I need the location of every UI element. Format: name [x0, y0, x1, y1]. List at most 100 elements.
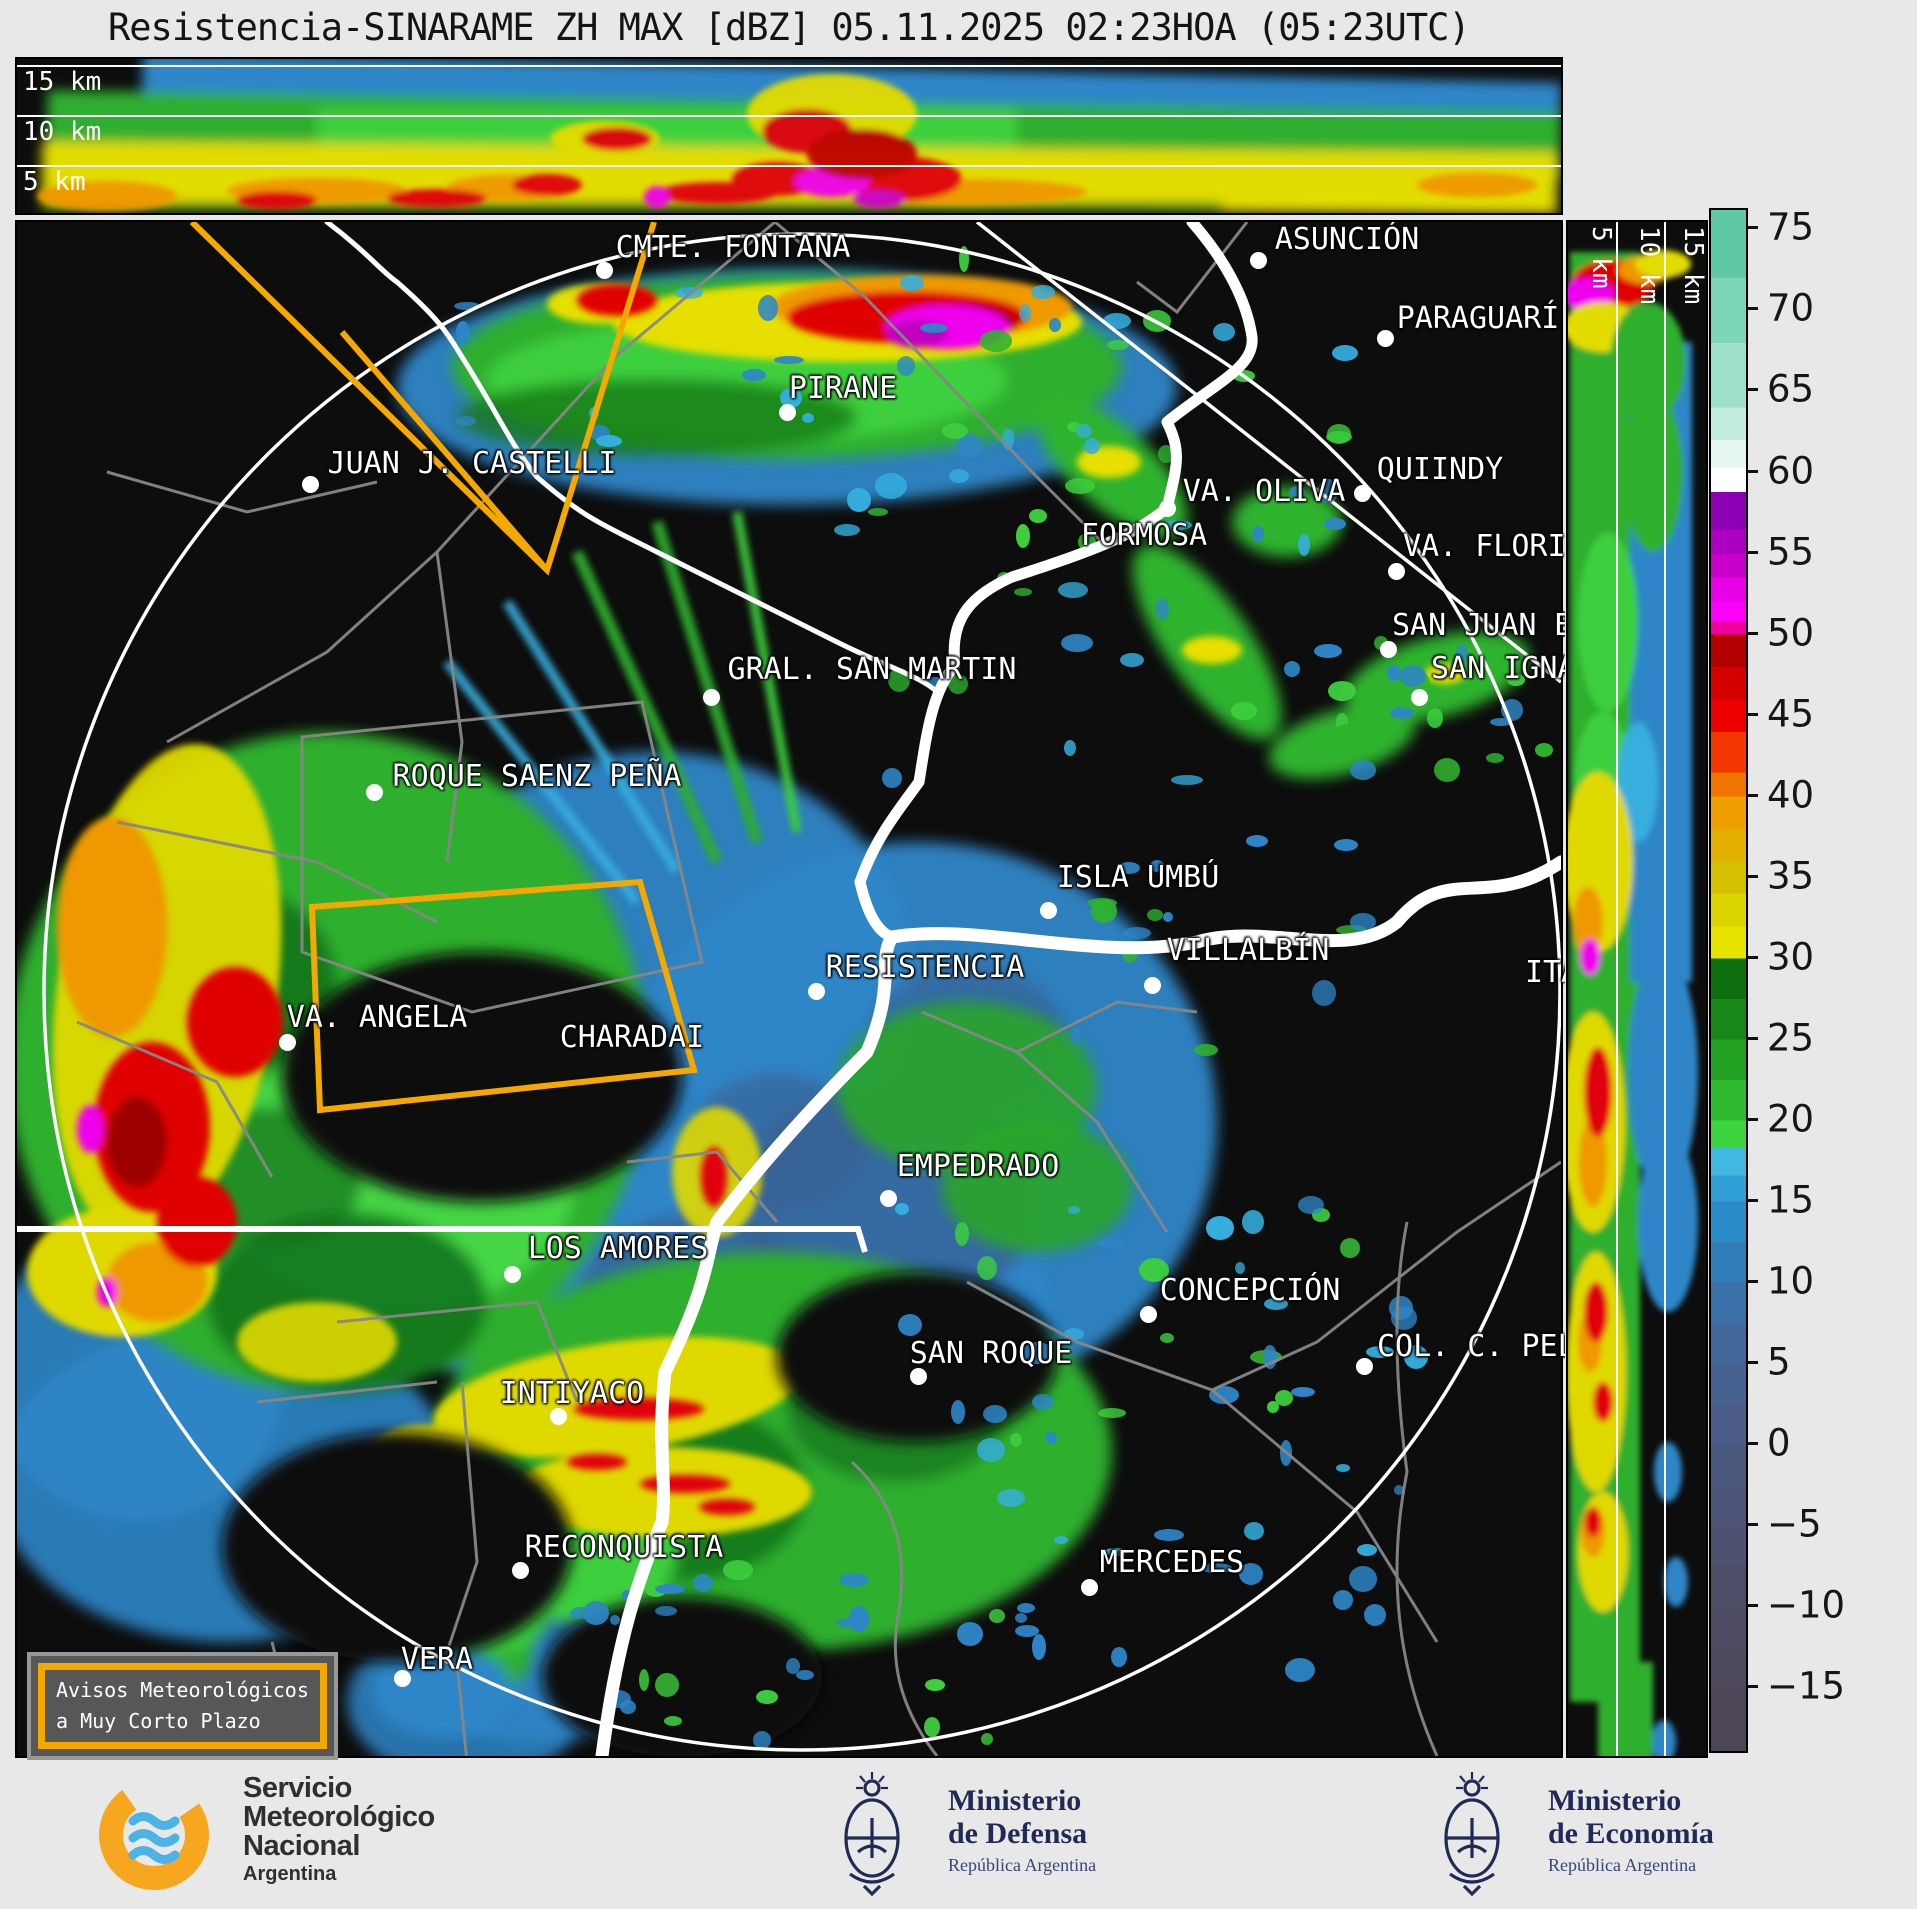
city-dot	[1377, 330, 1394, 347]
city-label: VA. FLORID	[1403, 529, 1565, 564]
smn-logo-text: Servicio Meteorológico Nacional Argentin…	[243, 1774, 435, 1887]
city-label: ITA	[1525, 955, 1565, 990]
city-dot	[779, 404, 796, 421]
department-borders	[76, 222, 1561, 1756]
city-dot	[1144, 977, 1161, 994]
height-label-10km: 10 km	[23, 117, 102, 147]
colorbar-tick	[1748, 226, 1758, 230]
city-label: ROQUE SAENZ PEÑA	[392, 759, 682, 794]
city-dot	[1354, 485, 1371, 502]
colorbar-tick-label: −15	[1767, 1664, 1846, 1708]
colorbar-tick-label: 50	[1767, 611, 1815, 655]
city-label: ISLA UMBÚ	[1056, 860, 1220, 895]
height-label-5km: 5 km	[23, 167, 86, 197]
city-label: PARAGUARÍ	[1396, 301, 1560, 336]
colorbar-tick	[1748, 874, 1758, 878]
gridline-10km-v	[1664, 222, 1666, 1756]
warning-polygons	[189, 222, 698, 1114]
colorbar-tick-label: 55	[1767, 530, 1815, 574]
height-label-15km: 15 km	[23, 67, 102, 97]
colorbar-tick	[1748, 1684, 1758, 1688]
echo-clear-holes	[222, 952, 1057, 1756]
economia-text: Ministerio de Economía República Argenti…	[1548, 1784, 1714, 1880]
colorbar-tick	[1748, 955, 1758, 959]
colorbar-tick	[1748, 1117, 1758, 1121]
city-dot	[1388, 563, 1405, 580]
ew-cross-section-panel: 15 km 10 km 5 km	[15, 57, 1563, 215]
colorbar-tick	[1748, 631, 1758, 635]
footer-logo-bar: Servicio Meteorológico Nacional Argentin…	[0, 1762, 1917, 1909]
city-dot	[550, 1408, 567, 1425]
smn-line4: Argentina	[243, 1863, 337, 1885]
city-dot	[910, 1368, 927, 1385]
city-label: RECONQUISTA	[524, 1530, 724, 1565]
city-label: GRAL. SAN MARTIN	[727, 652, 1017, 687]
city-dot	[880, 1190, 897, 1207]
warning-line-1: Avisos Meteorológicos	[56, 1678, 309, 1702]
colorbar-tick-label: 40	[1767, 773, 1815, 817]
colorbar-tick-label: −10	[1767, 1583, 1846, 1627]
city-dot	[512, 1562, 529, 1579]
city-dot	[1250, 252, 1267, 269]
gridline-5km	[17, 165, 1561, 167]
dbz-colorbar-ticks: 75 70 65 60 55 50 45 40 35 30 25 20 15 10 5 0 −5 −10 −15	[1709, 205, 1849, 1753]
city-dot	[394, 1670, 411, 1687]
colorbar-tick	[1748, 307, 1758, 311]
colorbar-tick-label: 10	[1767, 1259, 1815, 1303]
warning-box-inner: Avisos Meteorológicos a Muy Corto Plazo	[38, 1663, 327, 1749]
radar-map-plot	[17, 222, 1561, 1756]
city-dot	[596, 262, 613, 279]
city-label: CMTE. FONTANA	[615, 230, 851, 265]
ns-cross-section-plot	[1568, 222, 1706, 1756]
city-label: ASUNCIÓN	[1274, 222, 1420, 257]
colorbar-tick	[1748, 793, 1758, 797]
economia-line1: Ministerio	[1548, 1784, 1682, 1817]
city-dot	[1380, 641, 1397, 658]
city-label: JUAN J. CASTELLI	[327, 446, 617, 481]
defensa-text: Ministerio de Defensa República Argentin…	[948, 1784, 1096, 1880]
economia-sub: República Argentina	[1548, 1855, 1697, 1875]
smn-line2: Meteorológico	[243, 1801, 435, 1833]
city-label: VERA	[400, 1642, 474, 1677]
dbz-colorbar	[1709, 208, 1748, 1753]
smn-logo-icon	[95, 1776, 213, 1894]
defensa-sub: República Argentina	[948, 1855, 1097, 1875]
radar-range-ring	[42, 232, 1561, 1752]
city-dot	[1140, 1306, 1157, 1323]
city-label: SAN JUAN B	[1392, 608, 1565, 643]
colorbar-tick-label: 5	[1767, 1340, 1791, 1384]
city-label: SAN ROQUE	[909, 1336, 1073, 1371]
colorbar-tick	[1748, 550, 1758, 554]
city-label: QUIINDY	[1376, 452, 1504, 487]
city-label: CHARADAI	[559, 1020, 705, 1055]
colorbar-tick-label: 70	[1767, 286, 1815, 330]
echo-radial-spokes	[443, 511, 802, 906]
colorbar-tick	[1748, 469, 1758, 473]
colorbar-tick-label: −5	[1767, 1502, 1822, 1546]
colorbar-tick-label: 75	[1767, 205, 1815, 249]
city-dot	[808, 983, 825, 1000]
city-label: CONCEPCIÓN	[1159, 1273, 1341, 1308]
colorbar-tick-label: 30	[1767, 935, 1815, 979]
city-label: PIRANE	[788, 371, 898, 406]
colorbar-tick	[1748, 1522, 1758, 1526]
city-layer: CMTE. FONTANA ASUNCIÓN PARAGUARÍ PIRANE JUAN…	[17, 222, 1565, 1760]
radar-map-panel: CMTE. FONTANA ASUNCIÓN PARAGUARÍ PIRANE JUAN…	[15, 220, 1565, 1760]
colorbar-tick-label: 60	[1767, 449, 1815, 492]
height-label-5km-v: 5 km	[1586, 226, 1616, 289]
ew-cross-section-plot	[17, 59, 1561, 213]
city-dot	[366, 784, 383, 801]
colorbar-tick-label: 45	[1767, 692, 1815, 736]
warning-box: Avisos Meteorológicos a Muy Corto Plazo	[27, 1652, 338, 1760]
height-label-10km-v: 10 km	[1634, 226, 1664, 305]
colorbar-tick-label: 65	[1767, 367, 1815, 411]
colorbar-tick-label: 35	[1767, 854, 1815, 898]
gridline-5km-v	[1616, 222, 1618, 1756]
city-dot	[1081, 1579, 1098, 1596]
city-label: SAN IGNA	[1431, 651, 1565, 686]
gridline-10km	[17, 115, 1561, 117]
city-label: VA. OLIVA	[1182, 474, 1346, 509]
colorbar-tick	[1748, 712, 1758, 716]
economia-logo-group: Ministerio de Economía República Argenti…	[1430, 1762, 1850, 1909]
